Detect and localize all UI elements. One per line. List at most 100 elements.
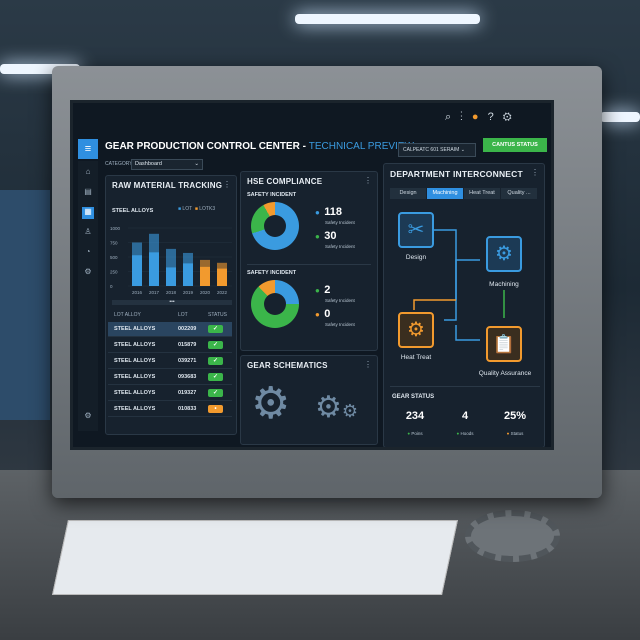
flow-arrows — [413, 229, 505, 341]
bar-inner — [217, 268, 227, 286]
more-icon[interactable]: ⋮ — [223, 180, 231, 189]
table-row[interactable]: STEEL ALLOYS 019327 ✓ — [108, 386, 232, 401]
gauge-icon[interactable]: ◔ — [85, 247, 91, 256]
table-row[interactable]: STEEL ALLOYS 093683 ✓ — [108, 370, 232, 385]
section-label: SAFETY INCIDENT — [247, 270, 297, 276]
gear-train-icon[interactable]: ⚙⚙ — [315, 391, 359, 424]
y-tick-label: 750 — [110, 241, 118, 246]
gear-stat: 4 ● Hoods — [456, 410, 474, 436]
col-header: LOT ALLOY — [114, 312, 141, 318]
more-icon[interactable]: ⋮ — [364, 176, 372, 185]
bar-inner — [200, 266, 210, 286]
table-row[interactable]: STEEL ALLOYS 002209 ✓ — [108, 322, 232, 337]
gear-icon[interactable]: ⚙ — [502, 111, 521, 123]
alloy-cell: STEEL ALLOYS — [114, 390, 156, 396]
bar-inner — [149, 252, 159, 286]
lot-cell: 019327 — [178, 390, 197, 396]
y-tick-label: 500 — [110, 255, 118, 260]
gear-schematic-icon[interactable]: ⚙ — [251, 379, 291, 428]
help-icon[interactable]: ? — [487, 111, 503, 123]
machining-node[interactable]: ⚙ — [486, 236, 522, 272]
settings-icon[interactable]: ⚙ — [84, 411, 92, 420]
gear-icon[interactable]: ⚙ — [84, 267, 92, 276]
section-label: SAFETY INCIDENT — [247, 192, 297, 198]
tab-heat-treat[interactable]: Heat Treat — [464, 188, 500, 199]
lot-cell: 015879 — [178, 342, 197, 348]
design-node[interactable]: ✂ — [398, 212, 434, 248]
x-tick-label: 2019 — [183, 290, 194, 295]
status-badge: ✓ — [208, 357, 223, 365]
apps-icon[interactable]: ⋮ — [460, 111, 472, 123]
node-label: Heat Treat — [400, 354, 432, 361]
gear-status-title: GEAR STATUS — [392, 394, 435, 400]
sidebar: ⌂ ▤ ▦ ♙ ◔ ⚙ ⚙ — [78, 161, 98, 431]
toolbar-icons: ⌕⋮●?⚙ — [445, 111, 521, 124]
x-tick-label: 2017 — [149, 290, 160, 295]
bar-inner — [166, 267, 176, 286]
ceiling-light — [0, 64, 80, 74]
donut-chart[interactable] — [251, 202, 299, 250]
status-badge: ✓ — [208, 325, 223, 333]
tab-quality-[interactable]: Quality ... — [501, 188, 537, 199]
page-title: GEAR PRODUCTION CONTROL CENTER - TECHNIC… — [105, 141, 414, 152]
panel-title: HSE COMPLIANCE — [247, 177, 323, 186]
raw-material-panel: RAW MATERIAL TRACKING ⋮ STEEL ALLOYS ■ L… — [105, 175, 237, 435]
gear-stat: 234 ● Poins — [405, 410, 425, 436]
y-tick-label: 1000 — [110, 226, 121, 231]
people-icon[interactable]: ♙ — [84, 227, 92, 236]
node-label: Design — [405, 254, 427, 261]
chart-legend: ■ LOT ■ LOTK3 — [178, 206, 216, 212]
stat-item: ● 0 Safety Incident — [315, 308, 355, 327]
clipboard-check-icon: 📋 — [492, 334, 516, 354]
more-icon[interactable]: ⋮ — [531, 168, 539, 177]
node-label: Machining — [489, 281, 519, 288]
chart-subtitle: STEEL ALLOYS — [112, 208, 154, 214]
lot-cell: 093683 — [178, 374, 197, 380]
home-icon[interactable]: ⌂ — [85, 167, 91, 176]
status-button[interactable]: CANTUS STATUS — [483, 138, 547, 152]
panel-title: DEPARTMENT INTERCONNECT — [390, 169, 523, 179]
divider — [390, 386, 540, 387]
resize-handle[interactable]: ••• — [112, 300, 232, 305]
status-badge: ✓ — [208, 373, 223, 381]
x-tick-label: 2020 — [200, 290, 211, 295]
status-badge: ✓ — [208, 389, 223, 397]
status-badge: • — [208, 405, 223, 413]
status-badge: ✓ — [208, 341, 223, 349]
monitor-screen: ⌕⋮●?⚙ ≡ GEAR PRODUCTION CONTROL CENTER -… — [70, 100, 554, 450]
category-label: CATEGORY — [105, 161, 133, 167]
donut-chart[interactable] — [251, 280, 299, 328]
quality-assurance-node[interactable]: 📋 — [486, 326, 522, 362]
bar-inner — [183, 263, 193, 286]
station-dropdown[interactable]: CALPEATC 601 SERAIM ⌄ — [398, 143, 476, 157]
tab-machining[interactable]: Machining — [427, 188, 463, 199]
menu-button[interactable]: ≡ — [78, 139, 98, 159]
category-select[interactable]: Dashboard ⌄ — [131, 159, 203, 170]
alloy-cell: STEEL ALLOYS — [114, 326, 156, 332]
search-icon[interactable]: ⌕ — [445, 111, 461, 123]
col-header: STATUS — [208, 312, 227, 318]
dept-tabs: Design Machining Heat Treat Quality ... — [390, 188, 538, 199]
grid-icon[interactable]: ▦ — [82, 207, 94, 219]
lot-cell: 010833 — [178, 406, 197, 412]
more-icon[interactable]: ⋮ — [364, 360, 372, 369]
document-icon[interactable]: ▤ — [84, 187, 92, 196]
bar-inner — [132, 255, 142, 286]
node-label: Quality Assurance — [478, 370, 532, 377]
blueprint-paper — [52, 520, 458, 595]
bell-icon[interactable]: ● — [471, 111, 488, 123]
tab-design[interactable]: Design — [390, 188, 426, 199]
panel-title: RAW MATERIAL TRACKING — [112, 181, 223, 190]
department-interconnect-panel: DEPARTMENT INTERCONNECT ⋮ Design Machinin… — [383, 163, 545, 447]
ceiling-light — [600, 112, 640, 122]
heat-treat-node[interactable]: ⚙ — [398, 312, 434, 348]
col-header: LOT — [178, 312, 188, 318]
bar-chart: 0 250 500 750 1000 2016 2017 2018 2019 2020 2022 — [110, 226, 232, 295]
gear-stat: 25% ● Status — [503, 410, 527, 436]
table-row[interactable]: STEEL ALLOYS 015879 ✓ — [108, 338, 232, 353]
lot-cell: 039271 — [178, 358, 197, 364]
table-row[interactable]: STEEL ALLOYS 039271 ✓ — [108, 354, 232, 369]
gear-icon: ⚙ — [407, 319, 425, 341]
table-row[interactable]: STEEL ALLOYS 010833 • — [108, 402, 232, 417]
x-tick-label: 2018 — [166, 290, 177, 295]
